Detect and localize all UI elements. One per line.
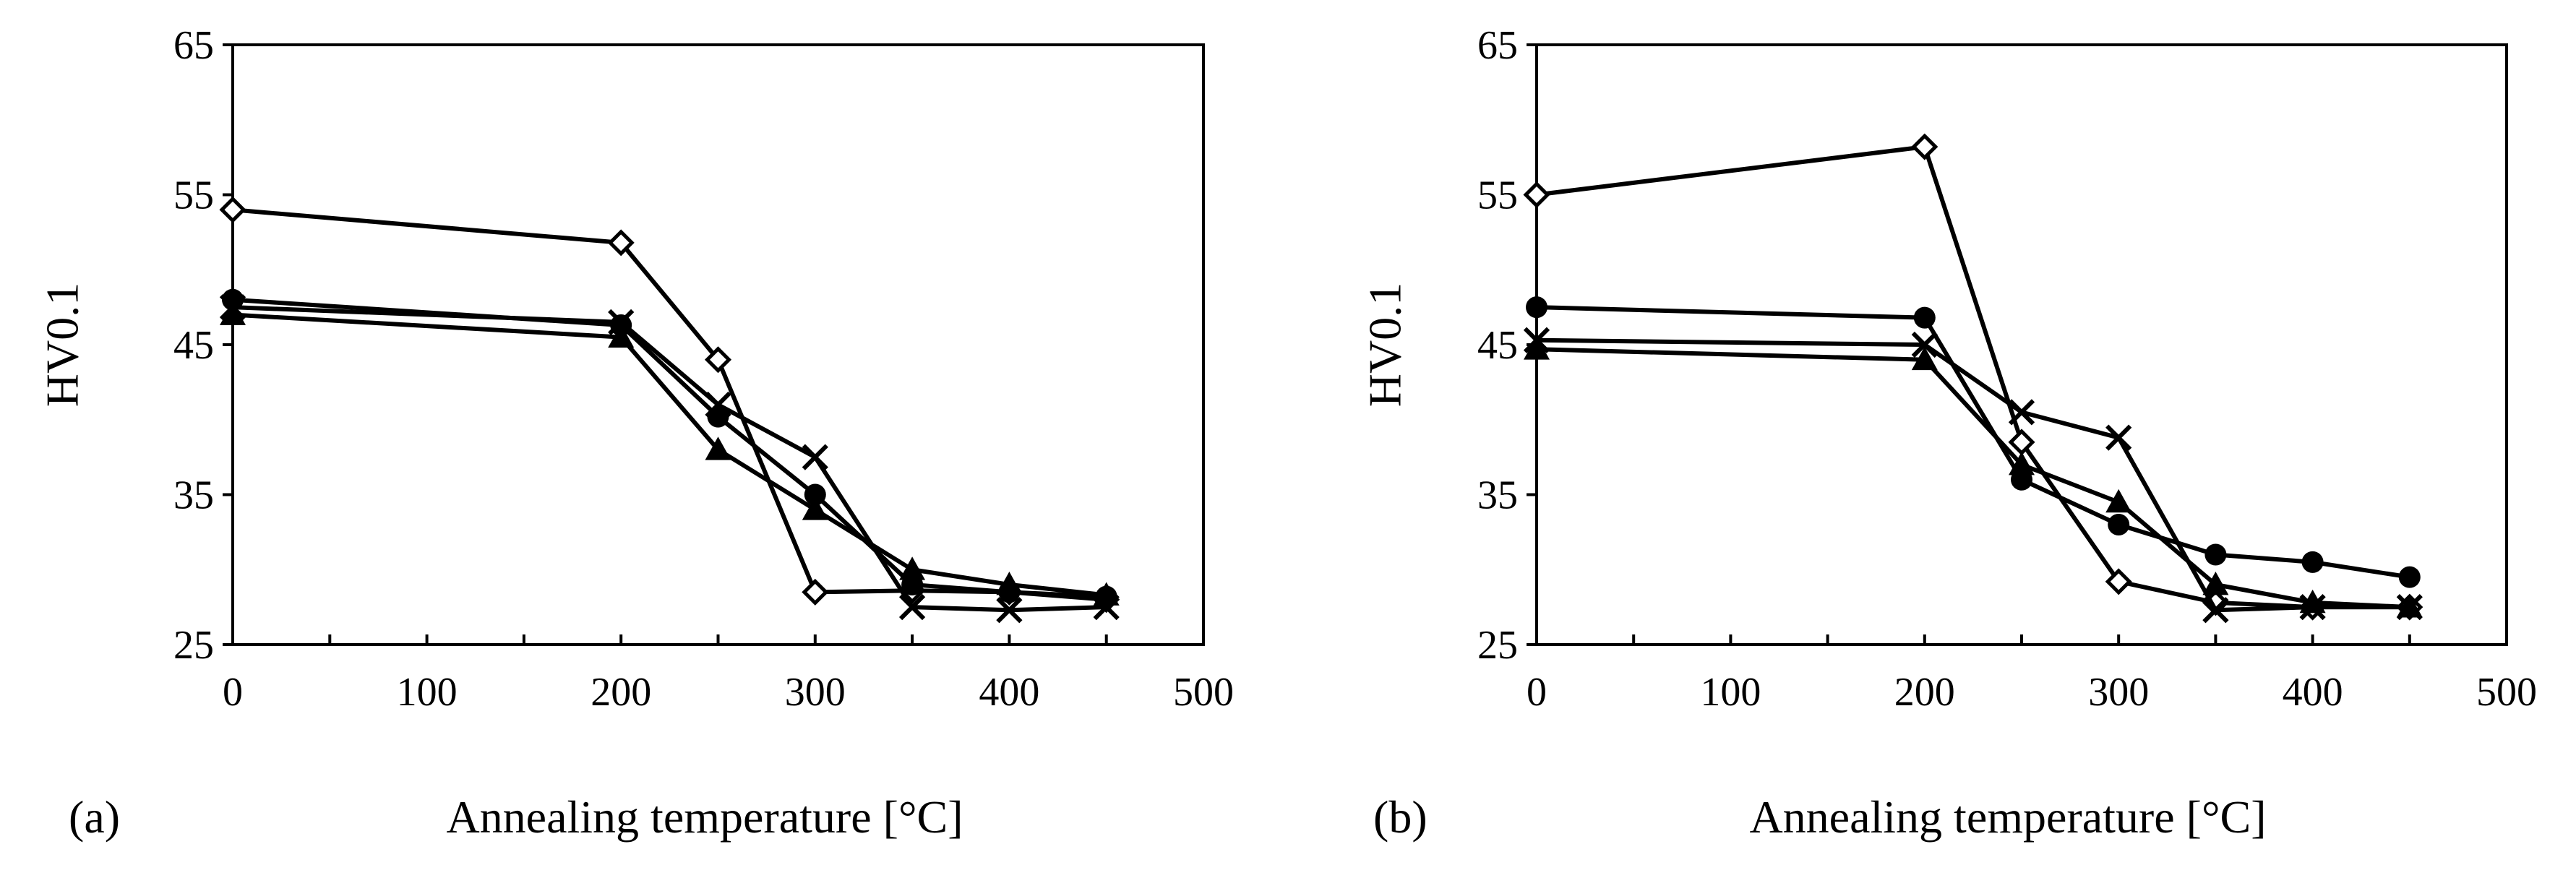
x-tick-label: 500 — [1173, 670, 1234, 715]
y-tick-label: 35 — [173, 473, 214, 518]
y-tick-label: 55 — [1477, 173, 1518, 218]
series-circle — [222, 288, 1117, 608]
y-tick-label: 35 — [1477, 473, 1518, 518]
series-diamond-open — [219, 196, 1120, 614]
circle-marker — [2398, 566, 2421, 588]
chart-panel-b: 25 35 45 55 65 0 100 200 300 400 500 HV0.1 Annealing… — [1359, 23, 2537, 843]
triangle-marker — [608, 324, 635, 348]
y-tick-label: 25 — [173, 623, 214, 668]
series-line — [1536, 337, 2410, 613]
y-tick-label: 25 — [1477, 623, 1518, 668]
x-tick-label: 400 — [2283, 670, 2343, 715]
x-tick-label: 200 — [591, 670, 651, 715]
triangle-marker — [220, 301, 246, 325]
triangle-marker — [2202, 572, 2229, 595]
circle-marker — [1526, 296, 1547, 319]
plot-frame — [231, 43, 1205, 646]
circle-marker — [1913, 306, 1936, 329]
diamond-marker — [802, 578, 829, 606]
x-marker — [2008, 399, 2035, 426]
series-line — [232, 305, 1107, 613]
triangle-marker — [996, 572, 1023, 595]
panel-label: (a) — [69, 791, 120, 843]
diamond-marker — [1911, 133, 1939, 160]
y-axis-title: HV0.1 — [36, 283, 87, 407]
y-tick-label: 65 — [1477, 23, 1518, 68]
series-line — [1536, 305, 2410, 580]
panel-label: (b) — [1373, 791, 1427, 843]
x-marker — [608, 309, 635, 335]
circle-marker — [222, 288, 244, 311]
triangle-marker — [2105, 489, 2132, 513]
triangle-marker — [1524, 336, 1550, 360]
x-marker — [2105, 424, 2132, 451]
x-marker — [802, 444, 828, 470]
x-tick-label: 100 — [397, 670, 458, 715]
triangle-marker — [705, 436, 731, 460]
y-tick-label: 45 — [173, 323, 214, 368]
circle-marker — [2204, 543, 2227, 566]
x-tick-label: 0 — [1527, 670, 1547, 715]
circle-marker — [2108, 514, 2130, 535]
diamond-marker — [607, 229, 635, 257]
x-tick-label: 300 — [2088, 670, 2149, 715]
series-circle — [1526, 296, 2421, 588]
x-marker — [2396, 594, 2423, 621]
series-x — [219, 294, 1120, 624]
diamond-marker — [1523, 181, 1550, 209]
x-axis-title: Annealing temperature [°C] — [1749, 791, 2266, 843]
circle-marker — [2301, 551, 2324, 573]
triangle-marker — [2009, 452, 2035, 475]
x-marker — [996, 597, 1023, 624]
x-marker — [1911, 331, 1938, 358]
x-tick-label: 400 — [979, 670, 1039, 715]
x-tick-label: 200 — [1894, 670, 1955, 715]
diamond-marker — [2105, 568, 2132, 595]
x-tick-label: 500 — [2476, 670, 2537, 715]
circle-marker — [804, 483, 826, 506]
x-marker — [1093, 594, 1120, 621]
series-line — [232, 312, 1107, 598]
x-tick-label: 0 — [223, 670, 243, 715]
series-x — [1523, 327, 2423, 624]
series-line — [1536, 347, 2410, 610]
x-axis-title: Annealing temperature [°C] — [446, 791, 963, 843]
x-marker — [1523, 327, 1550, 353]
x-marker — [2299, 594, 2326, 621]
x-marker — [898, 594, 926, 621]
series-line — [232, 207, 1107, 602]
chart-panel-a: 25 35 45 55 65 0 100 200 300 400 500 HV0.1 Annealing… — [36, 23, 1234, 843]
plot-frame — [1535, 43, 2508, 646]
triangle-marker — [802, 496, 828, 520]
y-axis-title: HV0.1 — [1359, 283, 1410, 407]
y-tick-label: 65 — [173, 23, 214, 68]
x-tick-label: 300 — [785, 670, 846, 715]
series-line — [232, 297, 1107, 599]
y-tick-label: 55 — [173, 173, 214, 218]
x-marker — [705, 391, 731, 418]
triangle-marker — [899, 556, 926, 580]
diamond-marker — [704, 346, 732, 374]
series-triangle — [220, 301, 1120, 606]
x-marker — [219, 294, 246, 321]
x-tick-label: 100 — [1700, 670, 1761, 715]
x-marker — [2202, 597, 2229, 624]
diamond-marker — [219, 196, 246, 223]
triangle-marker — [1911, 346, 1938, 371]
y-tick-label: 45 — [1477, 323, 1518, 368]
